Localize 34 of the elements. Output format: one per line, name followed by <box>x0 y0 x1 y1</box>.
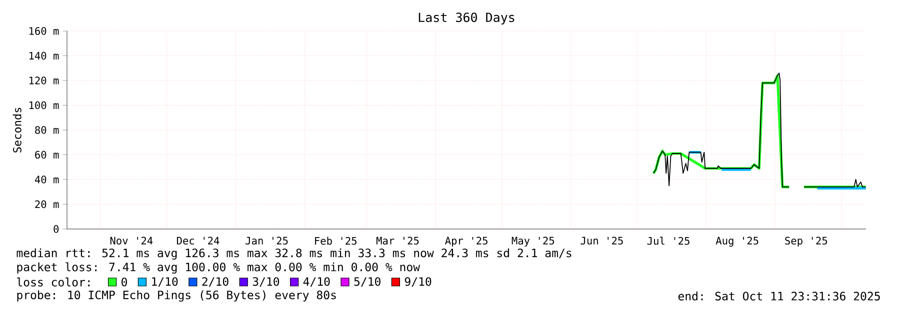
legend-label: 2/10 <box>202 277 228 287</box>
x-tick-label: Jun '25 <box>580 236 623 245</box>
legend-title: loss color: <box>17 278 90 286</box>
chart-title: Last 360 Days <box>418 12 514 24</box>
text: end: Sat Oct 11 23:31:36 2025 <box>678 292 880 300</box>
legend-label: 9/10 <box>404 277 432 287</box>
text: packet loss: 7.41 % avg 100.00 % max 0.00 % min 0.00 % now <box>17 262 420 274</box>
legend-label: 4/10 <box>303 277 330 287</box>
y-tick-label: 120 m <box>29 76 59 84</box>
y-tick-label: 60 m <box>35 150 59 159</box>
x-tick-label: Feb '25 <box>315 236 356 245</box>
text: median rtt: 52.1 ms avg 126.3 ms max 32.8 ms min 33.3 ms now 24.3 ms sd 2.1 am/s <box>16 248 572 260</box>
x-tick-label: Nov '24 <box>110 236 153 245</box>
legend-label: 3/10 <box>252 277 280 287</box>
y-tick-label: 0 <box>54 225 59 233</box>
x-tick-label: Dec '24 <box>176 236 220 245</box>
x-tick-label: Apr '25 <box>445 236 488 247</box>
legend-label: 5/10 <box>354 277 380 287</box>
y-tick-label: 160 m <box>29 27 59 35</box>
x-tick-label: Jan '25 <box>246 236 288 245</box>
x-tick-label: Mar '25 <box>376 236 419 245</box>
y-tick-label: 100 m <box>29 101 59 110</box>
legend-label: 1/10 <box>152 277 178 287</box>
x-tick-label: May '25 <box>512 236 554 247</box>
y-tick-label: 140 m <box>29 52 59 60</box>
y-axis-title: Seconds <box>12 108 22 152</box>
x-tick-label: Aug '25 <box>716 236 758 247</box>
y-tick-label: 20 m <box>35 200 59 208</box>
legend-label: 0 <box>122 278 127 286</box>
x-tick-label: Jul '25 <box>647 236 690 245</box>
x-tick-label: Sep '25 <box>785 236 828 247</box>
text: probe: 10 ICMP Echo Pings (56 Bytes) every 80s <box>17 290 336 302</box>
y-tick-label: 80 m <box>35 126 59 134</box>
y-tick-label: 40 m <box>34 176 59 184</box>
